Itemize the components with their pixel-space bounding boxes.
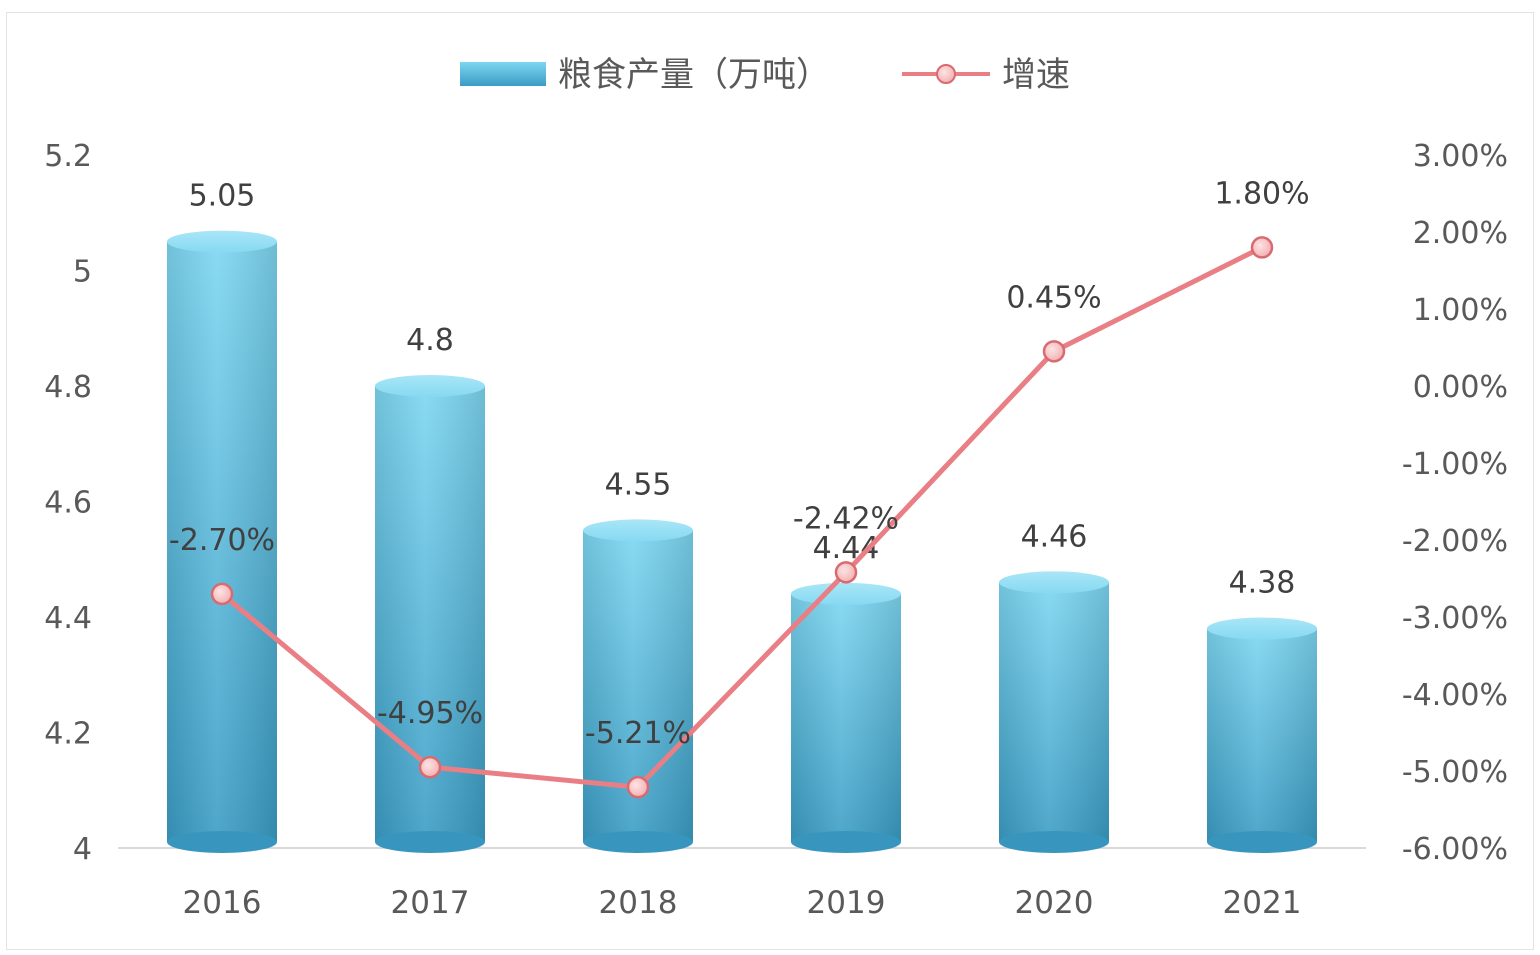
x-tick-label: 2020 xyxy=(1015,885,1094,921)
line-value-label: 1.80% xyxy=(1214,176,1309,211)
right-tick-label: -4.00% xyxy=(1402,678,1508,713)
bar xyxy=(999,571,1109,853)
bar xyxy=(167,230,277,853)
bar-cap xyxy=(583,519,693,542)
bar-base xyxy=(375,831,485,853)
right-tick-label: -3.00% xyxy=(1402,601,1508,636)
left-tick-label: 4.8 xyxy=(44,370,92,405)
bar-base xyxy=(791,831,901,853)
right-axis: -6.00% -5.00% -4.00% -3.00% -2.00% -1.00% 0.00… xyxy=(1402,139,1508,867)
left-tick-label: 4.6 xyxy=(44,486,92,521)
line-value-label: -4.95% xyxy=(377,696,483,731)
left-tick-label: 4.4 xyxy=(44,601,92,636)
legend-label-bar: 粮食产量（万吨） xyxy=(558,55,830,95)
line-data-labels: -2.70% -4.95% -5.21% -2.42% 0.45% 1.80% xyxy=(169,176,1310,751)
bar-cap xyxy=(167,230,277,253)
right-tick-label: 3.00% xyxy=(1413,139,1508,174)
bar-cap xyxy=(791,582,901,605)
bar-series xyxy=(167,230,1317,853)
line-point xyxy=(210,582,234,606)
bar xyxy=(375,375,485,853)
bar xyxy=(583,519,693,853)
right-tick-label: 1.00% xyxy=(1413,293,1508,328)
right-tick-label: -5.00% xyxy=(1402,755,1508,790)
line-point xyxy=(418,755,442,779)
right-tick-label: -1.00% xyxy=(1402,447,1508,482)
line-point xyxy=(1250,236,1274,259)
line-value-label: -5.21% xyxy=(585,716,691,751)
bar-shade xyxy=(999,582,1109,842)
bar-value-label: 4.8 xyxy=(406,323,454,358)
bar-value-label: 4.46 xyxy=(1021,519,1088,554)
x-tick-label: 2019 xyxy=(807,885,886,921)
bar-cap xyxy=(375,375,485,397)
legend-swatch-bar xyxy=(460,62,546,86)
bar-data-labels: 5.054.84.554.44 4.464.38 xyxy=(189,179,1296,601)
bar-base xyxy=(1207,831,1317,853)
x-tick-label: 2017 xyxy=(391,885,470,921)
right-tick-label: -6.00% xyxy=(1402,832,1508,867)
bar-cap xyxy=(1207,617,1317,640)
growth-line xyxy=(219,244,1265,790)
line-value-label: -2.42% xyxy=(793,501,899,536)
line-series xyxy=(210,236,1274,799)
left-tick-label: 4 xyxy=(73,832,92,867)
line-point xyxy=(626,775,650,799)
bar-value-label: 4.38 xyxy=(1229,566,1296,601)
left-tick-label: 5.2 xyxy=(44,139,92,174)
right-tick-label: 2.00% xyxy=(1413,216,1508,251)
bar-shade xyxy=(791,593,901,842)
line-value-label: 0.45% xyxy=(1006,280,1101,315)
legend: 粮食产量（万吨） 增速 xyxy=(460,55,1070,95)
x-tick-label: 2018 xyxy=(599,885,678,921)
bar xyxy=(791,582,901,853)
bar-value-label: 4.55 xyxy=(605,467,672,502)
left-axis: 4 4.2 4.4 4.6 4.8 5 5.2 xyxy=(44,139,92,867)
left-tick-label: 5 xyxy=(73,255,92,290)
x-tick-label: 2021 xyxy=(1223,885,1302,921)
left-tick-label: 4.2 xyxy=(44,717,92,752)
legend-swatch-marker xyxy=(936,64,956,84)
bar-base xyxy=(583,831,693,853)
line-point xyxy=(834,561,858,584)
right-tick-label: -2.00% xyxy=(1402,524,1508,559)
x-tick-label: 2016 xyxy=(183,885,262,921)
bar-base xyxy=(999,831,1109,853)
bar-shade xyxy=(1207,628,1317,842)
legend-label-line: 增速 xyxy=(1002,55,1070,95)
bar-base xyxy=(167,831,277,853)
line-value-label: -2.70% xyxy=(169,523,275,558)
category-axis: 2016 2017 2018 2019 2020 2021 xyxy=(183,885,1302,921)
right-tick-label: 0.00% xyxy=(1413,370,1508,405)
bar-value-label: 5.05 xyxy=(189,179,256,214)
bar xyxy=(1207,617,1317,853)
bar-shade xyxy=(167,241,277,842)
line-point xyxy=(1042,340,1066,363)
bar-cap xyxy=(999,571,1109,594)
